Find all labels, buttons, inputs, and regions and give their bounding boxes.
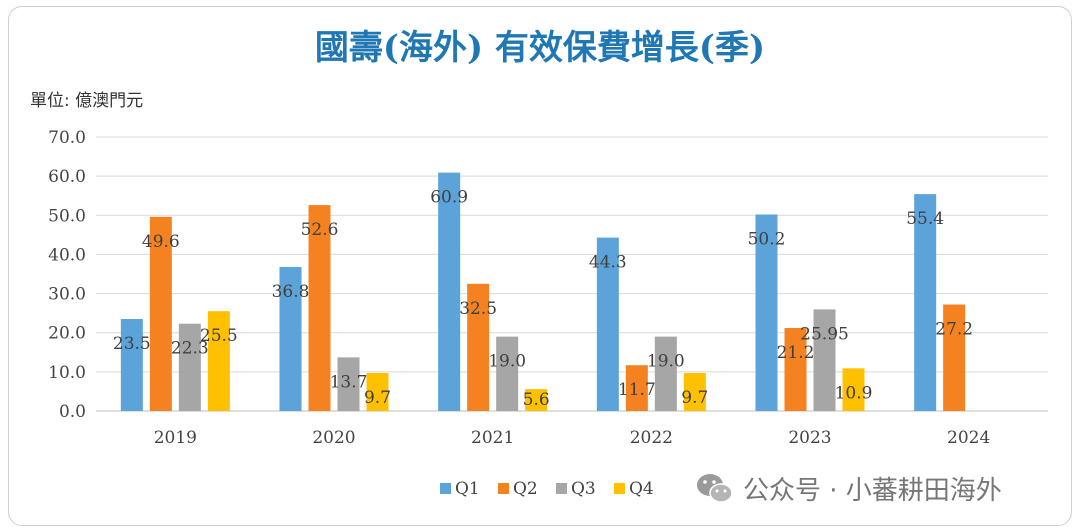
- legend-swatch-q2: [498, 483, 509, 494]
- data-label: 55.4: [906, 209, 944, 229]
- bar-q2: [784, 328, 807, 411]
- legend-swatch-q3: [556, 483, 567, 494]
- data-label: 25.5: [200, 326, 238, 346]
- x-tick-label: 2020: [312, 428, 355, 448]
- legend-label-q4: Q4: [629, 479, 654, 499]
- x-tick-label: 2019: [154, 428, 197, 448]
- legend-label-q3: Q3: [571, 479, 596, 499]
- bar-q3: [654, 336, 677, 411]
- bar-q2: [943, 304, 966, 411]
- legend-label-q1: Q1: [455, 479, 480, 499]
- y-tick-label: 70.0: [48, 128, 86, 148]
- bar-q1: [755, 214, 778, 411]
- data-label: 36.8: [272, 282, 310, 302]
- data-label: 44.3: [589, 253, 627, 273]
- bar-q3: [813, 309, 836, 411]
- y-tick-label: 40.0: [48, 245, 86, 265]
- data-label: 32.5: [459, 299, 497, 319]
- x-tick-label: 2022: [630, 428, 673, 448]
- data-label: 10.9: [835, 383, 873, 403]
- bar-q3: [496, 336, 519, 411]
- data-label: 60.9: [430, 188, 468, 208]
- bar-q3: [178, 323, 201, 411]
- data-label: 19.0: [488, 352, 526, 372]
- data-label: 9.7: [681, 388, 708, 408]
- x-tick-label: 2023: [788, 428, 831, 448]
- watermark-text: 公众号 · 小蕃耕田海外: [743, 476, 1002, 506]
- data-label: 27.2: [935, 320, 973, 340]
- chart-title: 國壽(海外) 有效保費增長(季): [314, 28, 766, 68]
- bar-q4: [842, 368, 865, 411]
- data-label: 11.7: [618, 380, 656, 400]
- chart-frame: [8, 6, 1072, 526]
- data-label: 49.6: [142, 232, 180, 252]
- data-label: 5.6: [523, 390, 550, 410]
- data-label: 21.2: [777, 343, 815, 363]
- data-label: 25.95: [800, 324, 849, 344]
- bar-q4: [207, 311, 230, 411]
- unit-label: 單位: 億澳門元: [30, 91, 144, 111]
- bar-q4: [366, 373, 389, 411]
- bar-q4: [525, 389, 548, 411]
- data-label: 22.3: [171, 339, 209, 359]
- y-tick-label: 10.0: [48, 363, 86, 383]
- bar-q1: [279, 266, 302, 411]
- data-label: 13.7: [330, 372, 368, 392]
- data-label: 50.2: [748, 230, 786, 250]
- bar-q1: [438, 172, 461, 411]
- bar-q3: [337, 357, 360, 411]
- bar-q1: [596, 237, 619, 411]
- data-label: 19.0: [647, 352, 685, 372]
- bar-q2: [625, 365, 648, 411]
- bar-q4: [683, 373, 706, 411]
- bar-q1: [120, 319, 143, 411]
- legend-swatch-q4: [614, 483, 625, 494]
- data-label: 23.5: [113, 334, 151, 354]
- bar-q1: [914, 194, 937, 411]
- x-tick-label: 2024: [947, 428, 990, 448]
- y-tick-label: 20.0: [48, 324, 86, 344]
- watermark: 公众号 · 小蕃耕田海外: [695, 470, 1002, 507]
- bar-q2: [149, 216, 172, 411]
- data-label: 9.7: [364, 388, 391, 408]
- bar-q2: [308, 205, 331, 411]
- y-tick-label: 60.0: [48, 167, 86, 187]
- y-tick-label: 0.0: [59, 402, 86, 422]
- wechat-icon: [697, 473, 733, 503]
- legend-swatch-q1: [440, 483, 451, 494]
- bar-q2: [467, 283, 490, 411]
- data-label: 52.6: [301, 220, 339, 240]
- x-tick-label: 2021: [471, 428, 514, 448]
- y-tick-label: 30.0: [48, 285, 86, 305]
- legend-label-q2: Q2: [513, 479, 538, 499]
- y-tick-label: 50.0: [48, 206, 86, 226]
